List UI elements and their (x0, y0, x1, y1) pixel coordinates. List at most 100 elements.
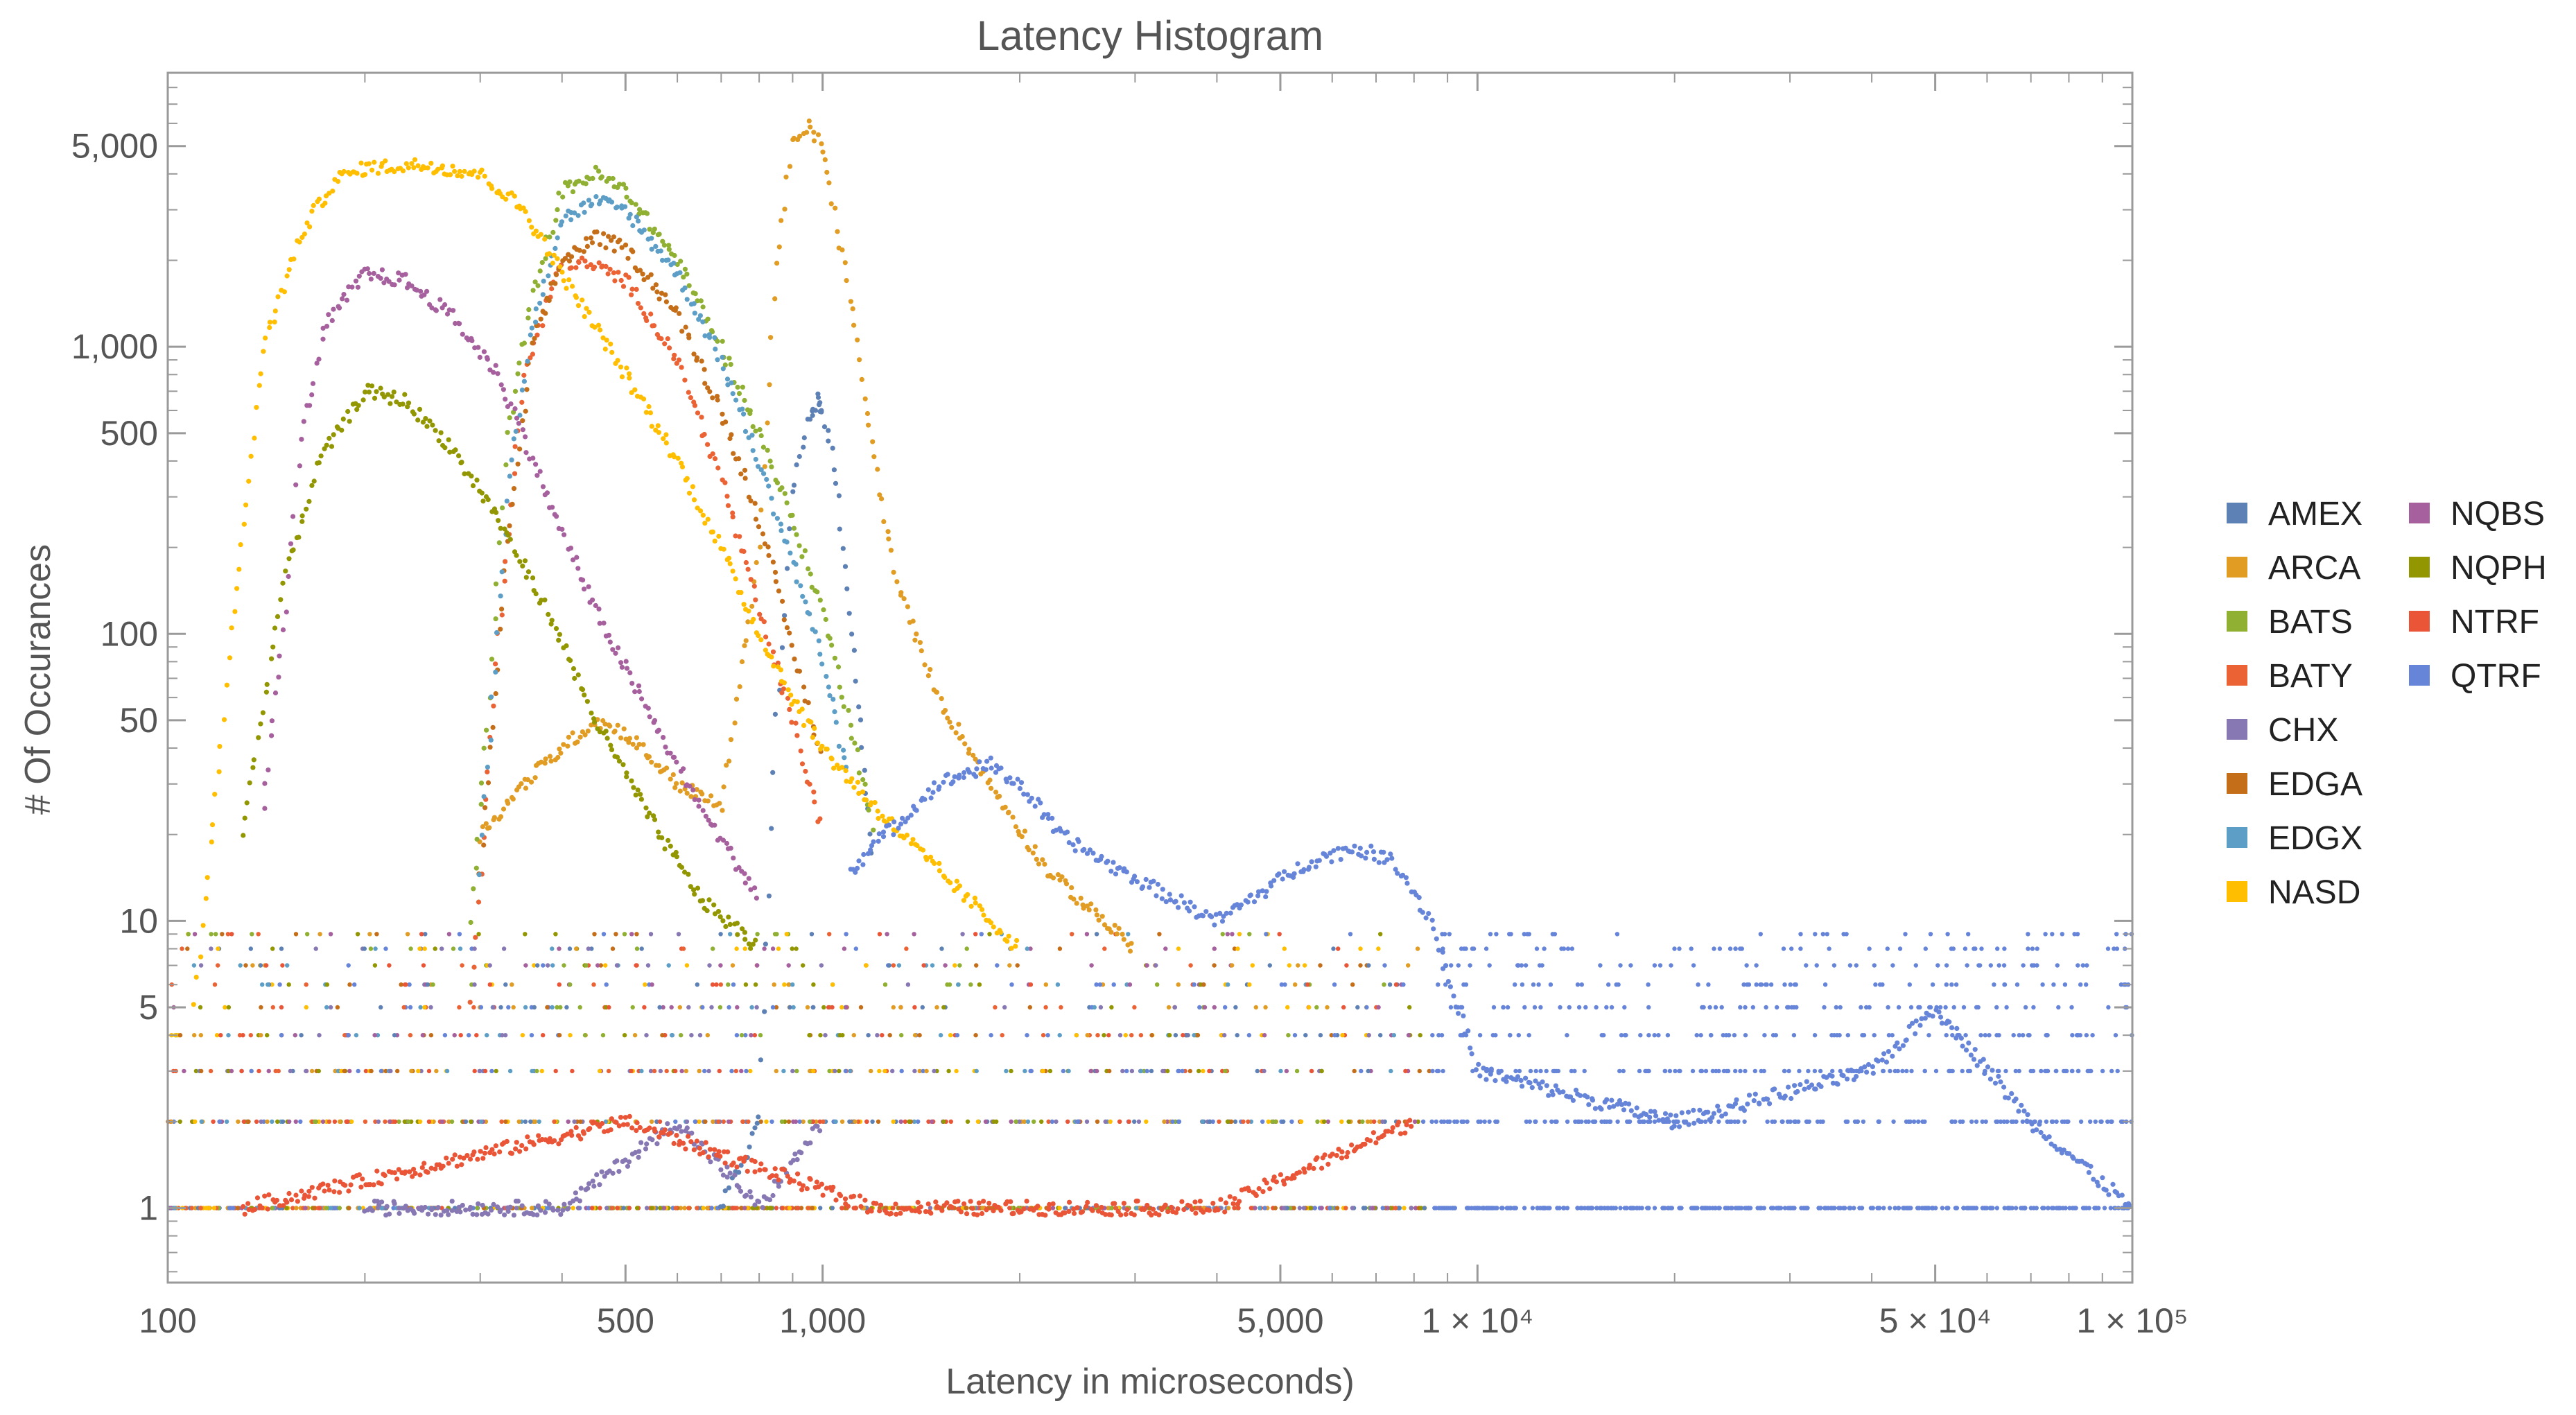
noise-point (408, 946, 413, 951)
data-point (722, 1188, 728, 1194)
noise-point (1187, 1068, 1193, 1074)
data-point (555, 1207, 561, 1213)
noise-point (709, 1206, 714, 1210)
data-point (651, 323, 657, 329)
data-point (588, 262, 593, 268)
data-point (1402, 1130, 1408, 1136)
data-point (742, 937, 748, 942)
noise-point (333, 1206, 338, 1210)
noise-point (837, 1068, 842, 1074)
noise-point (1004, 1068, 1009, 1074)
data-point (785, 687, 791, 693)
data-point (980, 907, 985, 912)
data-point (930, 790, 936, 795)
data-point (610, 1170, 616, 1176)
data-point (504, 1138, 510, 1144)
data-point (540, 484, 546, 489)
noise-point (1904, 1119, 1909, 1125)
data-point (599, 174, 604, 180)
noise-point (1590, 1119, 1596, 1125)
noise-point (1487, 1119, 1492, 1125)
data-point (556, 190, 562, 196)
noise-point (851, 1033, 857, 1038)
noise-point (220, 932, 225, 937)
noise-point (648, 932, 654, 937)
data-point (794, 462, 799, 468)
data-point (956, 722, 961, 727)
noise-point (1920, 1119, 1925, 1125)
noise-point (1230, 932, 1235, 937)
noise-point (293, 1119, 298, 1125)
data-point (811, 138, 817, 144)
data-point (369, 383, 375, 389)
noise-point (1482, 1119, 1487, 1125)
data-point (656, 430, 662, 435)
noise-point (1257, 1206, 1262, 1210)
noise-point (570, 1068, 575, 1074)
noise-point (1974, 1119, 1979, 1125)
data-point (620, 284, 627, 289)
data-point (538, 232, 543, 237)
noise-point (434, 1068, 439, 1074)
data-point (598, 198, 603, 204)
data-point (568, 217, 574, 223)
noise-point (2017, 1068, 2021, 1074)
data-point (476, 1201, 481, 1206)
data-point (826, 180, 832, 186)
data-point (376, 1203, 382, 1208)
noise-point (1009, 1068, 1013, 1074)
data-point (736, 1170, 742, 1175)
noise-point (1710, 1068, 1715, 1074)
data-point (635, 301, 641, 306)
noise-point (260, 982, 265, 987)
noise-point (185, 946, 190, 951)
data-point (1114, 931, 1120, 937)
noise-point (1994, 1005, 1999, 1010)
noise-point (266, 982, 270, 987)
noise-point (1315, 1119, 1320, 1125)
noise-point (1396, 1206, 1402, 1210)
data-point (406, 400, 412, 406)
data-point (862, 396, 868, 401)
noise-point (753, 982, 758, 987)
data-point (934, 689, 939, 695)
noise-point (500, 1033, 505, 1038)
data-point (607, 266, 613, 272)
data-point (366, 389, 372, 395)
noise-point (1538, 1068, 1543, 1074)
noise-point (615, 1206, 620, 1210)
data-point (912, 1208, 919, 1214)
noise-point (1297, 1206, 1303, 1210)
noise-point (516, 1119, 521, 1125)
data-point (772, 569, 778, 575)
noise-point (1057, 946, 1063, 951)
data-point (573, 1125, 579, 1130)
noise-point (621, 1206, 626, 1210)
noise-point (199, 1068, 204, 1074)
data-point (629, 200, 634, 206)
data-point (246, 478, 252, 484)
noise-point (885, 932, 889, 937)
data-point (891, 819, 897, 825)
noise-point (1822, 982, 1828, 987)
data-point (606, 632, 612, 638)
noise-point (367, 932, 372, 937)
noise-point (263, 963, 269, 968)
data-point (270, 644, 276, 650)
noise-point (1646, 1033, 1651, 1038)
noise-point (780, 1206, 785, 1210)
noise-point (609, 1206, 615, 1210)
data-point (258, 371, 263, 376)
noise-point (182, 1068, 186, 1074)
data-point (627, 1113, 632, 1119)
data-point (971, 752, 976, 758)
noise-point (1176, 1119, 1182, 1125)
noise-point (2087, 1206, 2091, 1210)
data-point (864, 410, 871, 417)
noise-point (821, 1119, 826, 1125)
data-point (634, 745, 640, 751)
data-point (478, 780, 485, 785)
noise-point (324, 1206, 329, 1210)
data-point (556, 637, 562, 643)
